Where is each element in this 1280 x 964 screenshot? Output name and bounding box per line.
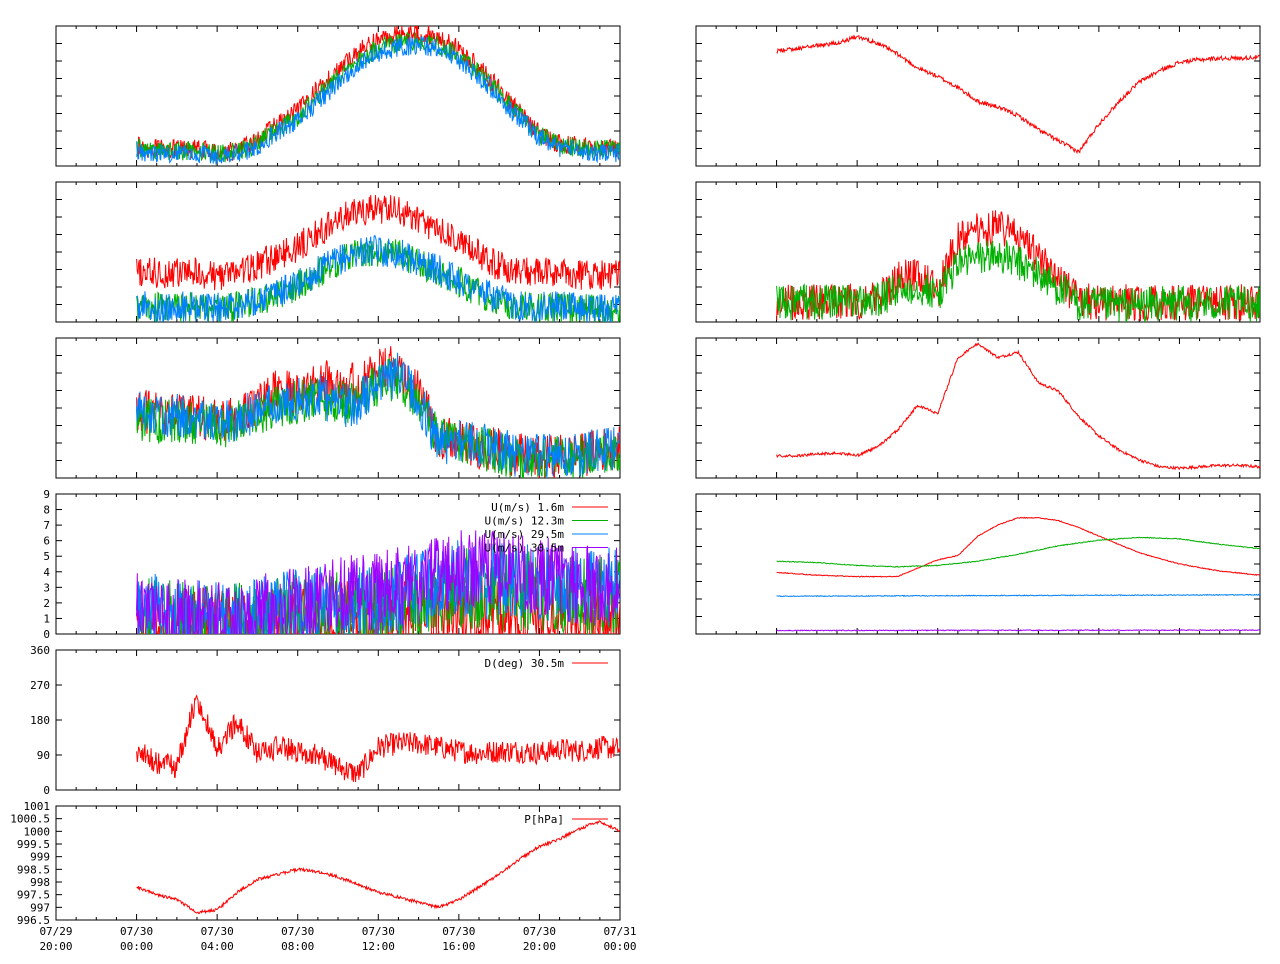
y-tick-label: 3 <box>43 581 50 594</box>
x-tick-date: 07/30 <box>442 925 475 938</box>
y-tick-label: 998 <box>30 876 50 889</box>
chart-right-2 <box>695 181 1261 323</box>
series-line-3 <box>136 352 620 478</box>
x-tick-date: 07/30 <box>281 925 314 938</box>
chart-left-2 <box>55 181 621 323</box>
y-tick-label: 997.5 <box>17 889 50 902</box>
series-line-4 <box>136 530 620 634</box>
series-line-3 <box>776 593 1260 598</box>
x-tick-time: 04:00 <box>201 940 234 953</box>
y-tick-label: 0 <box>43 628 50 641</box>
chart-right-4 <box>695 493 1261 635</box>
y-tick-label: 999 <box>30 851 50 864</box>
x-tick-date: 07/29 <box>39 925 72 938</box>
legend-label: U(m/s) 12.3m <box>485 515 565 528</box>
legend-label: D(deg) 30.5m <box>485 657 565 670</box>
y-tick-label: 1000 <box>24 825 51 838</box>
y-tick-label: 1000.5 <box>10 813 50 826</box>
x-tick-date: 07/31 <box>603 925 636 938</box>
chart-left-6: 996.5997997.5998998.5999999.510001000.51… <box>10 800 621 927</box>
x-tick-date: 07/30 <box>523 925 556 938</box>
x-tick-time: 00:00 <box>603 940 636 953</box>
y-tick-label: 4 <box>43 566 50 579</box>
series-line-3 <box>136 234 620 322</box>
y-tick-label: 180 <box>30 714 50 727</box>
plot-frame <box>695 337 1261 479</box>
x-tick-date: 07/30 <box>362 925 395 938</box>
y-tick-label: 8 <box>43 504 50 517</box>
series-line-1 <box>776 342 1260 471</box>
y-tick-label: 999.5 <box>17 838 50 851</box>
y-tick-label: 1 <box>43 612 50 625</box>
chart-right-3 <box>695 337 1261 479</box>
legend-label: U(m/s) 1.6m <box>491 501 564 514</box>
x-tick-time: 12:00 <box>362 940 395 953</box>
x-tick-date: 07/30 <box>201 925 234 938</box>
y-tick-label: 90 <box>37 749 50 762</box>
chart-left-5: 0 90 180 270 360 D(deg) 30.5m <box>30 644 621 797</box>
y-tick-label: 998.5 <box>17 863 50 876</box>
chart-left-1 <box>55 25 621 167</box>
y-tick-label: 270 <box>30 679 50 692</box>
y-tick-label: 1001 <box>24 800 51 813</box>
x-tick-time: 20:00 <box>523 940 556 953</box>
y-tick-label: 7 <box>43 519 50 532</box>
plot-frame <box>695 493 1261 635</box>
x-tick-time: 20:00 <box>39 940 72 953</box>
y-tick-label: 5 <box>43 550 50 563</box>
x-tick-time: 00:00 <box>120 940 153 953</box>
x-tick-date: 07/30 <box>120 925 153 938</box>
y-tick-label: 997 <box>30 901 50 914</box>
chart-right-1 <box>695 25 1261 167</box>
chart-left-3 <box>55 337 621 479</box>
legend-label: U(m/s) 29.5m <box>485 528 565 541</box>
legend-label: U(m/s) 30.5m <box>485 542 565 555</box>
legend-label: P[hPa] <box>524 813 564 826</box>
series-line-2 <box>776 240 1260 322</box>
series-line-1 <box>136 694 620 783</box>
y-tick-label: 6 <box>43 535 50 548</box>
y-tick-label: 9 <box>43 488 50 501</box>
y-tick-label: 360 <box>30 644 50 657</box>
x-tick-time: 16:00 <box>442 940 475 953</box>
series-line-1 <box>136 194 620 291</box>
series-line-2 <box>776 536 1260 568</box>
plot-frame <box>695 25 1261 167</box>
series-line-3 <box>136 540 620 634</box>
series-line-4 <box>776 629 1260 632</box>
series-line-3 <box>136 36 620 165</box>
series-line-1 <box>136 820 620 915</box>
y-tick-label: 2 <box>43 597 50 610</box>
series-line-1 <box>776 516 1260 578</box>
series-line-1 <box>776 34 1260 155</box>
y-tick-label: 0 <box>43 784 50 797</box>
y-tick-label: 996.5 <box>17 914 50 927</box>
x-tick-time: 08:00 <box>281 940 314 953</box>
